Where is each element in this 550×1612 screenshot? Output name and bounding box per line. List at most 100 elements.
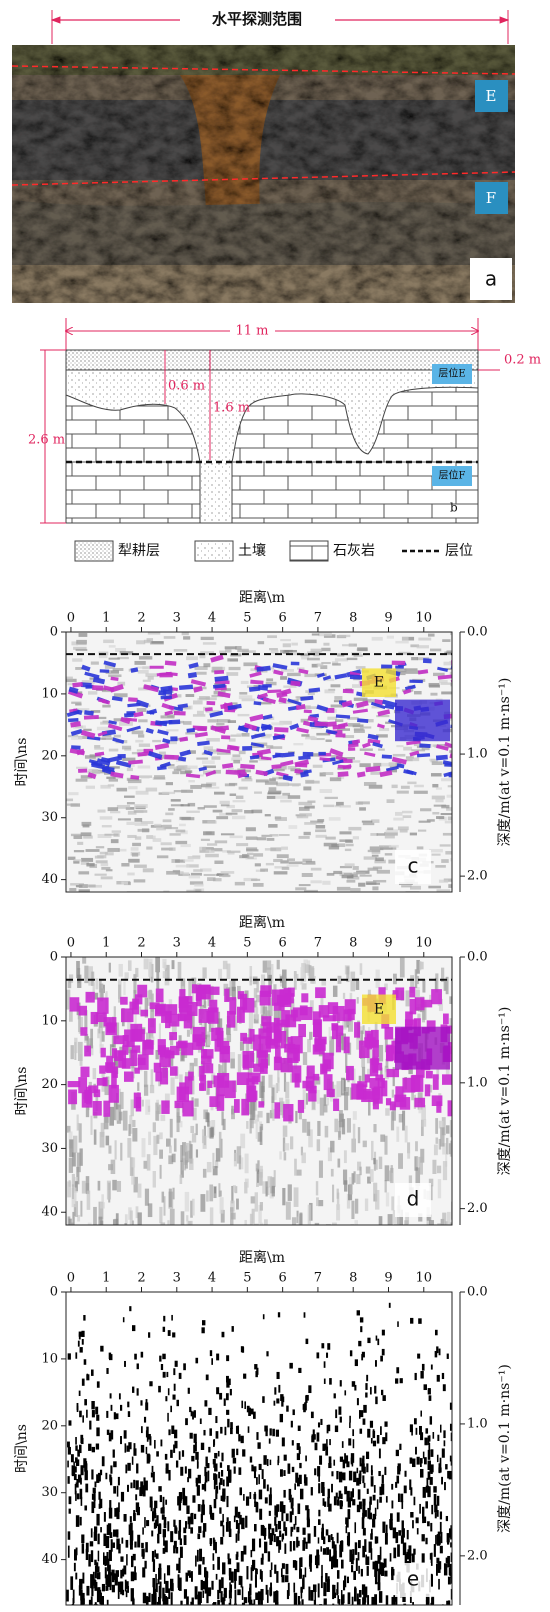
radar-texture <box>210 1207 213 1224</box>
radar-texture <box>310 1590 313 1597</box>
radar-texture <box>144 1085 148 1096</box>
radar-texture <box>246 836 258 839</box>
radar-texture <box>285 1143 290 1150</box>
x-tick-label: 9 <box>384 936 392 951</box>
radar-texture <box>379 1497 382 1503</box>
radar-texture <box>301 1007 312 1020</box>
radar-texture <box>239 787 248 790</box>
radar-texture <box>373 1158 375 1164</box>
radar-texture <box>91 1012 98 1024</box>
radar-texture <box>364 1539 366 1552</box>
radar-texture <box>119 964 123 977</box>
radar-texture <box>428 1443 430 1451</box>
radar-texture <box>414 1497 416 1505</box>
radar-texture <box>292 1498 294 1506</box>
radar-texture <box>345 849 351 851</box>
radar-texture <box>241 1099 249 1116</box>
radar-texture <box>183 1527 186 1533</box>
radar-texture <box>276 783 288 787</box>
radar-texture <box>160 1115 165 1121</box>
radar-texture <box>383 1563 385 1568</box>
radar-texture <box>152 1466 154 1472</box>
radar-texture <box>320 1098 324 1116</box>
radar-texture <box>150 1085 154 1093</box>
radar-texture <box>284 650 297 652</box>
radar-texture <box>447 1354 449 1359</box>
radar-texture <box>288 795 301 799</box>
radar-texture <box>111 807 118 809</box>
radar-texture <box>117 805 130 809</box>
radar-texture <box>77 842 83 845</box>
radar-texture <box>109 1433 112 1442</box>
radar-texture <box>397 1321 399 1327</box>
radar-texture <box>329 1549 331 1561</box>
radar-texture <box>448 1100 455 1116</box>
radar-texture <box>266 1351 268 1356</box>
radar-texture <box>443 833 457 836</box>
radar-texture <box>371 1058 379 1065</box>
x-tick-label: 6 <box>278 936 286 951</box>
radar-texture <box>429 849 443 852</box>
radar-texture <box>217 1073 229 1088</box>
radar-texture <box>117 1486 119 1497</box>
radar-texture <box>387 799 395 803</box>
radar-texture <box>148 959 153 977</box>
radar-texture <box>203 1531 206 1538</box>
radar-texture <box>446 1138 448 1155</box>
radar-texture <box>79 1579 82 1590</box>
radar-texture <box>358 1127 360 1143</box>
radar-texture <box>196 758 208 760</box>
radar-texture <box>280 800 292 803</box>
radar-texture <box>403 747 412 751</box>
radar-texture <box>342 644 354 646</box>
radar-texture <box>214 861 223 864</box>
radar-texture <box>233 760 240 764</box>
radar-texture <box>271 1605 273 1612</box>
radar-texture <box>80 1201 82 1217</box>
radar-texture <box>360 1458 362 1467</box>
radar-texture <box>238 991 244 999</box>
radar-texture <box>106 777 115 779</box>
radar-texture <box>329 1378 332 1385</box>
radar-texture <box>134 865 147 868</box>
radar-texture <box>435 865 446 868</box>
radar-texture <box>436 1564 438 1576</box>
radar-texture <box>246 1091 257 1101</box>
radar-texture <box>319 1456 322 1465</box>
radar-texture <box>357 1310 360 1315</box>
radar-texture <box>164 1573 166 1584</box>
radar-texture <box>363 1419 366 1425</box>
radar-texture <box>252 1539 255 1552</box>
radar-texture <box>142 1527 144 1534</box>
radar-texture <box>228 1558 231 1564</box>
radar-texture <box>392 785 398 788</box>
radar-texture <box>416 1517 419 1523</box>
radar-texture <box>125 1465 127 1474</box>
radar-texture <box>216 1574 218 1580</box>
radar-texture <box>130 1523 133 1534</box>
radar-texture <box>176 1547 179 1553</box>
radar-texture <box>420 1459 422 1467</box>
radar-texture <box>180 1121 182 1127</box>
radar-texture <box>371 1476 374 1486</box>
radar-texture <box>218 969 222 980</box>
legend-label: 石灰岩 <box>333 543 375 559</box>
radar-texture <box>76 649 88 651</box>
radar-texture <box>186 1215 188 1221</box>
radar-texture <box>310 966 314 980</box>
radar-texture <box>209 1096 218 1107</box>
radar-texture <box>254 988 257 998</box>
radar-texture <box>384 1421 387 1426</box>
radar-texture <box>382 1475 384 1484</box>
radar-texture <box>262 1554 264 1560</box>
radar-texture <box>442 1373 444 1379</box>
radar-texture <box>104 1556 106 1566</box>
radar-texture <box>247 853 253 856</box>
radar-texture <box>168 1429 170 1435</box>
x-tick-label: 9 <box>384 611 392 626</box>
radar-texture <box>227 1520 229 1528</box>
radar-texture <box>229 1582 231 1596</box>
radar-texture <box>328 1489 330 1498</box>
radar-texture <box>367 1338 370 1343</box>
radar-texture <box>359 763 370 767</box>
